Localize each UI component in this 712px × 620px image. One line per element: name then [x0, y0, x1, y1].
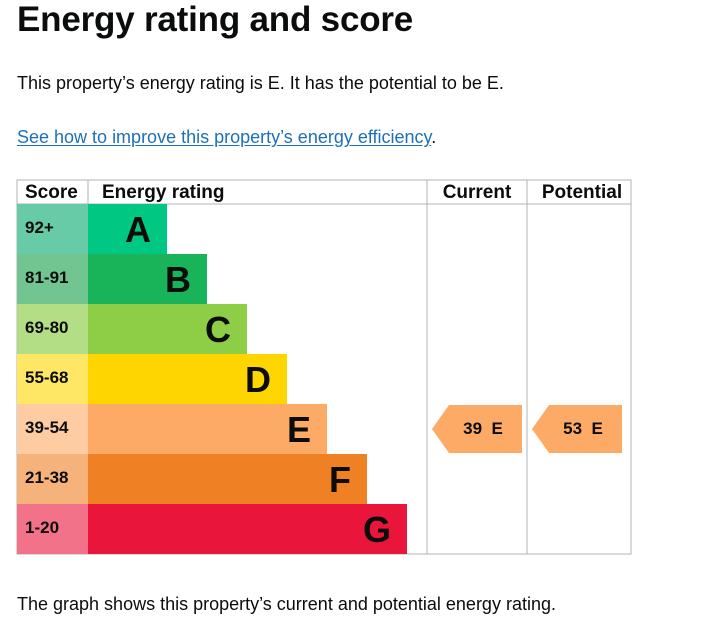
score-range-a: 92+	[25, 218, 54, 237]
score-range-e: 39-54	[25, 418, 69, 437]
band-letter-d: D	[245, 359, 271, 400]
score-range-f: 21-38	[25, 468, 68, 487]
band-letter-e: E	[287, 409, 311, 450]
current-rating-label: 39 E	[463, 419, 503, 438]
header-score: Score	[25, 182, 78, 203]
score-cell-f	[17, 454, 88, 504]
rating-summary: This property’s energy rating is E. It h…	[17, 73, 504, 93]
band-letter-b: B	[165, 259, 191, 300]
score-cell-b	[17, 254, 88, 304]
score-cell-c	[17, 304, 88, 354]
band-bar-c	[88, 304, 247, 354]
improve-paragraph: See how to improve this property’s energ…	[17, 125, 436, 149]
chart-caption: The graph shows this property’s current …	[17, 594, 556, 614]
potential-rating-arrow	[532, 405, 622, 453]
improve-efficiency-link[interactable]: See how to improve this property’s energ…	[17, 127, 432, 147]
potential-rating-label: 53 E	[563, 419, 603, 438]
band-bar-e	[88, 404, 327, 454]
current-rating-arrow	[432, 405, 522, 453]
score-range-c: 69-80	[25, 318, 68, 337]
score-cell-d	[17, 354, 88, 404]
score-cell-a	[17, 204, 88, 254]
band-bar-d	[88, 354, 287, 404]
page-title: Energy rating and score	[17, 0, 414, 39]
score-range-b: 81-91	[25, 268, 68, 287]
header-current: Current	[443, 182, 512, 203]
score-cell-e	[17, 404, 88, 454]
header-energy-rating: Energy rating	[102, 182, 224, 203]
rating-bands: 92+ A 81-91 B 69-80 C 55-68 D 39-54 E 21-38 F 1-20 G	[17, 204, 407, 554]
score-range-d: 55-68	[25, 368, 68, 387]
rating-indicators: 39 E 53 E	[432, 405, 622, 453]
band-bar-g	[88, 504, 407, 554]
improve-link-suffix: .	[431, 127, 437, 147]
band-letter-g: G	[363, 509, 391, 550]
band-bar-f	[88, 454, 367, 504]
score-range-g: 1-20	[25, 518, 59, 537]
band-bar-a	[88, 204, 167, 254]
band-letter-f: F	[329, 459, 351, 500]
score-cell-g	[17, 504, 88, 554]
header-potential: Potential	[542, 182, 622, 203]
band-letter-c: C	[205, 309, 231, 350]
band-bar-b	[88, 254, 207, 304]
band-letter-a: A	[125, 209, 151, 250]
